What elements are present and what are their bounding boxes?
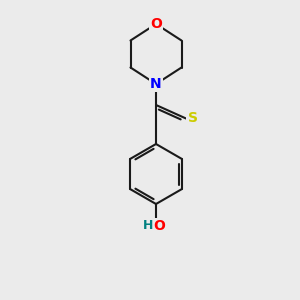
Text: O: O [154, 219, 166, 233]
Text: S: S [188, 112, 198, 125]
Text: N: N [150, 77, 162, 91]
Text: H: H [142, 219, 153, 232]
Text: O: O [150, 17, 162, 31]
